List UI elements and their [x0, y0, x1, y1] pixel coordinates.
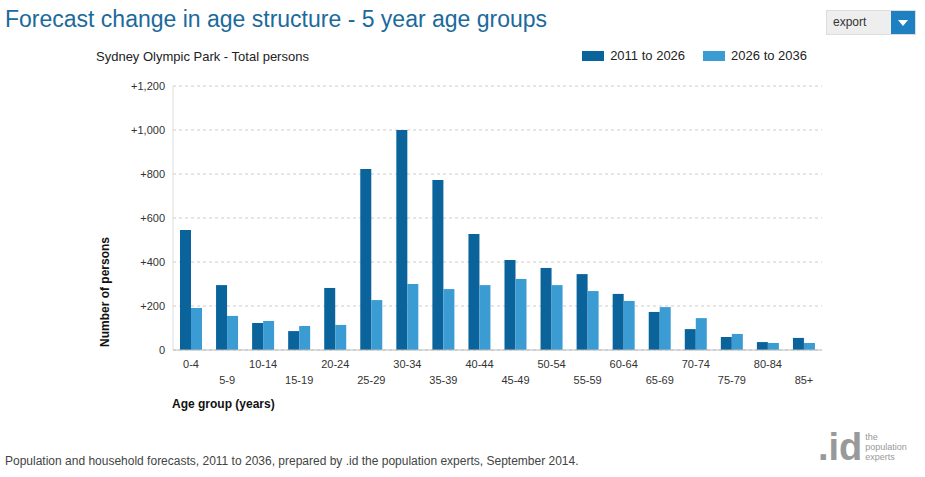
html-text:Age group (years): Age group (years)	[172, 397, 275, 411]
svg-text:10-14: 10-14	[249, 358, 277, 370]
svg-text:55-59: 55-59	[574, 374, 602, 386]
svg-text:+400: +400	[140, 256, 165, 268]
svg-text:+600: +600	[140, 212, 165, 224]
html-text:the population experts: the population experts	[865, 432, 907, 462]
svg-text:25-29: 25-29	[357, 374, 385, 386]
svg-text:80-84: 80-84	[754, 358, 782, 370]
svg-text:40-44: 40-44	[465, 358, 493, 370]
svg-text:45-49: 45-49	[501, 374, 529, 386]
svg-text:0: 0	[159, 344, 165, 356]
svg-text:+1,000: +1,000	[131, 124, 165, 136]
svg-text:15-19: 15-19	[285, 374, 313, 386]
svg-text:20-24: 20-24	[321, 358, 349, 370]
svg-text:50-54: 50-54	[538, 358, 566, 370]
html-text:Forecast change in age structu: Forecast change in age structure - 5 yea…	[5, 6, 548, 32]
html-text:.id: .id	[818, 426, 863, 468]
svg-text:85+: 85+	[795, 374, 814, 386]
svg-text:5-9: 5-9	[219, 374, 235, 386]
svg-text:+800: +800	[140, 168, 165, 180]
svg-text:0-4: 0-4	[183, 358, 199, 370]
svg-text:70-74: 70-74	[682, 358, 710, 370]
html-text:Sydney Olympic Park - Total pe: Sydney Olympic Park - Total persons	[96, 49, 309, 64]
svg-text:35-39: 35-39	[429, 374, 457, 386]
html-text:Population and household forec: Population and household forecasts, 2011…	[5, 454, 579, 468]
svg-text:+200: +200	[140, 300, 165, 312]
svg-text:65-69: 65-69	[646, 374, 674, 386]
svg-text:+1,200: +1,200	[131, 80, 165, 92]
svg-text:30-34: 30-34	[393, 358, 421, 370]
html-text:export: export	[833, 15, 867, 29]
svg-text:60-64: 60-64	[610, 358, 638, 370]
html-text:2026 to 2036: 2026 to 2036	[731, 48, 807, 63]
html-text:2011 to 2026: 2011 to 2026	[610, 48, 686, 63]
html-text:Number of persons: Number of persons	[98, 237, 112, 347]
svg-text:75-79: 75-79	[718, 374, 746, 386]
